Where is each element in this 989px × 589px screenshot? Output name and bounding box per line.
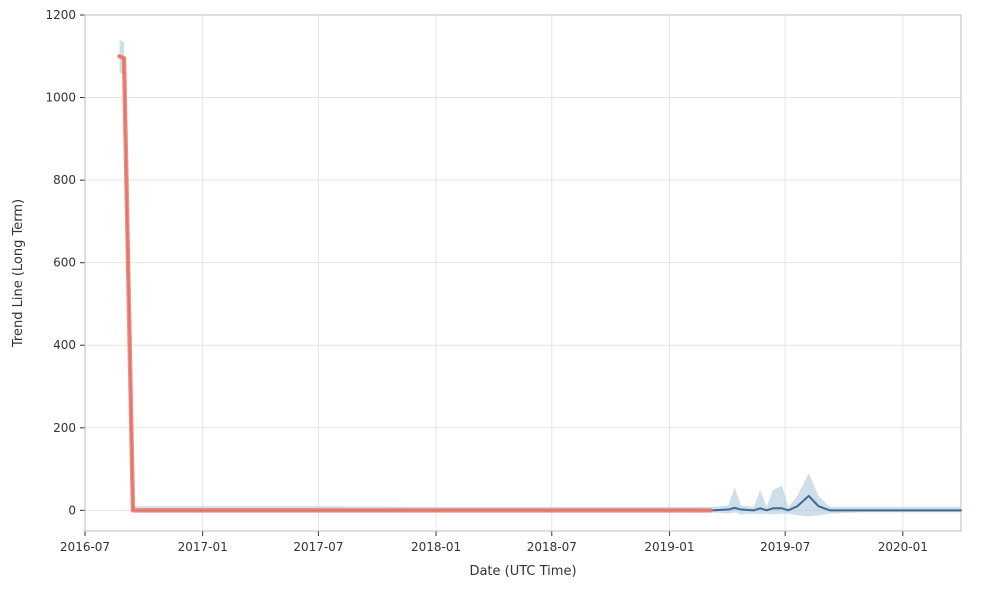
y-tick-label: 600 bbox=[53, 256, 76, 270]
x-axis-label: Date (UTC Time) bbox=[469, 564, 576, 579]
x-tick-label: 2020-01 bbox=[878, 540, 928, 554]
x-tick-label: 2017-01 bbox=[178, 540, 228, 554]
y-tick-label: 0 bbox=[68, 503, 76, 517]
chart-container: 0 200 400 600 800 1000 1200 2016-07 2017-01 2017-… bbox=[0, 0, 989, 589]
y-tick-label: 400 bbox=[53, 338, 76, 352]
y-tick-label: 1000 bbox=[45, 91, 76, 105]
x-tick-label: 2016-07 bbox=[60, 540, 110, 554]
x-tick-label: 2019-07 bbox=[760, 540, 810, 554]
x-tick-label: 2019-01 bbox=[644, 540, 694, 554]
y-tick-label: 1200 bbox=[45, 8, 76, 22]
x-tick-label: 2018-07 bbox=[527, 540, 577, 554]
y-tick-label: 800 bbox=[53, 173, 76, 187]
x-tick-label: 2018-01 bbox=[411, 540, 461, 554]
x-tick-label: 2017-07 bbox=[293, 540, 343, 554]
trend-line-chart: 0 200 400 600 800 1000 1200 2016-07 2017-01 2017-… bbox=[0, 0, 989, 589]
y-axis-label: Trend Line (Long Term) bbox=[11, 199, 26, 348]
y-tick-label: 200 bbox=[53, 421, 76, 435]
